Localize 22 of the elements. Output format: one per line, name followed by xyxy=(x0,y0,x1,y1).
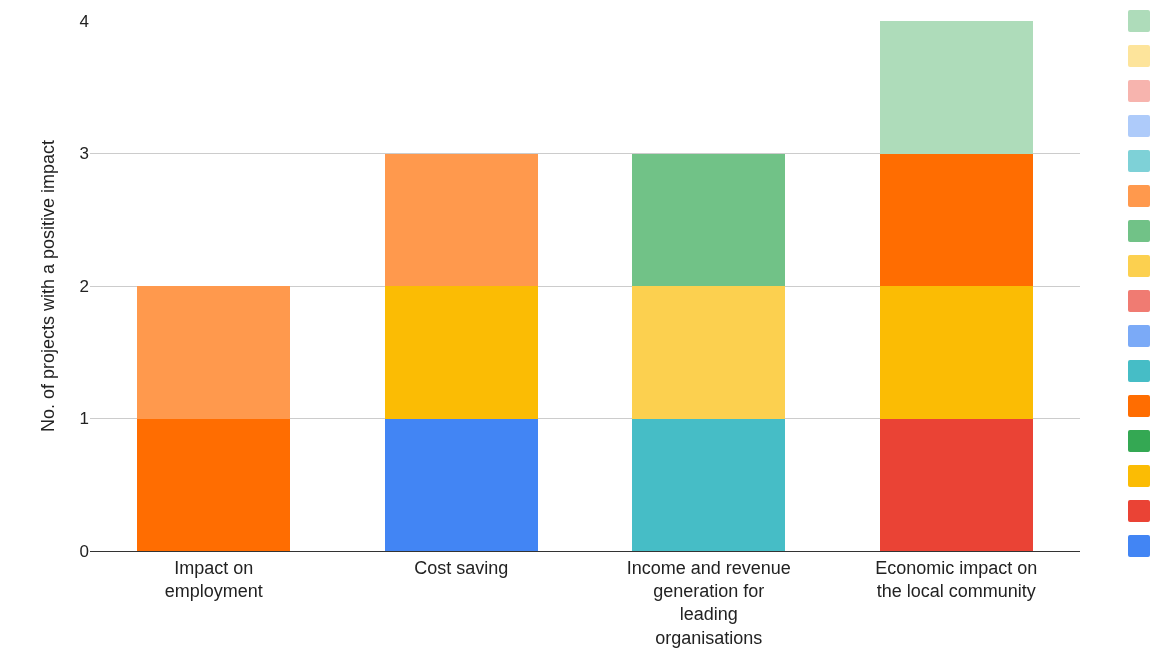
bar xyxy=(879,153,1033,286)
bar xyxy=(632,153,786,286)
bar xyxy=(137,418,291,551)
bar xyxy=(384,153,538,286)
bar xyxy=(632,418,786,551)
bar xyxy=(384,286,538,419)
y-tick-label: 4 xyxy=(79,11,89,31)
bar xyxy=(879,21,1033,154)
x-tick-label: Cost saving xyxy=(414,557,509,578)
x-tick-label: Income and revenue generation for leading organisations xyxy=(626,557,791,648)
x-tick-label: Impact on employment xyxy=(164,557,263,601)
y-tick-label: 3 xyxy=(79,144,89,164)
y-tick-label: 1 xyxy=(79,409,89,429)
x-tick-label: Economic impact on the local community xyxy=(875,557,1038,601)
bar xyxy=(384,418,538,551)
bar xyxy=(632,286,786,419)
y-axis-title: No. of projects with a positive impact xyxy=(37,139,58,433)
y-tick-label: 0 xyxy=(79,541,89,561)
y-tick-label: 2 xyxy=(79,276,89,296)
bar xyxy=(879,418,1033,551)
bar xyxy=(137,286,291,419)
bar xyxy=(879,286,1033,419)
